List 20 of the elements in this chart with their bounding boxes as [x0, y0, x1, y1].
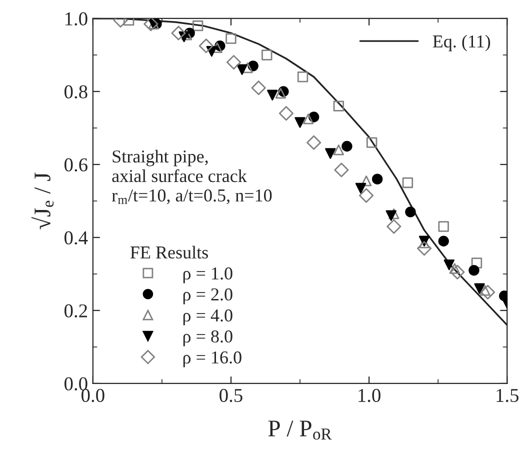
x-tick-label: 0.0 — [82, 388, 104, 402]
y-tick-label: 0.0 — [64, 377, 88, 390]
legend-label: Eq. (11) — [432, 34, 490, 52]
legend-label: ρ = 4.0 — [183, 309, 232, 326]
y-tick-label: 0.6 — [64, 158, 88, 172]
legend-label: ρ = 1.0 — [183, 267, 232, 284]
y-axis-title: √J$_{e}$ / J — [32, 172, 54, 230]
y-tick-label: 0.4 — [64, 231, 88, 244]
legend-label: ρ = 2.0 — [183, 288, 232, 304]
y-tick-label: 0.8 — [64, 85, 88, 98]
annotation: Straight pipe, axial surface crack r$_{m}$/t=10, a/t=0.5, n=10 — [112, 150, 272, 204]
y-tick-label: 1.0 — [65, 12, 88, 26]
legend-label: ρ = 16.0 — [183, 351, 242, 368]
x-tick-label: 1.0 — [358, 388, 380, 402]
legend-title: FE Results — [130, 246, 208, 259]
x-tick-label: 0.5 — [220, 388, 242, 402]
x-tick-label: 1.5 — [496, 388, 518, 402]
legend-label: ρ = 8.0 — [183, 330, 232, 346]
x-axis-title: P / P$_{oR}$ — [268, 420, 332, 440]
y-tick-label: 0.2 — [64, 304, 87, 318]
